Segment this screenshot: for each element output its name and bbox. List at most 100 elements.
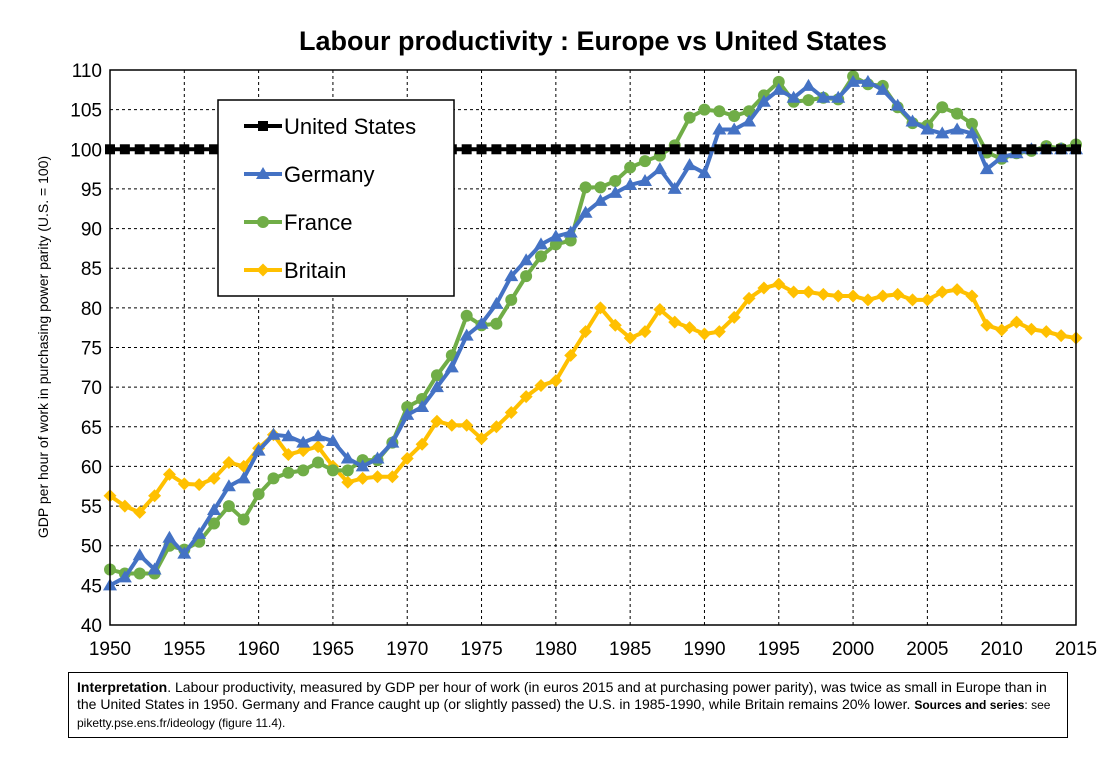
y-tick-label: 80	[81, 299, 102, 320]
data-point	[1011, 144, 1022, 155]
series-line	[108, 281, 1077, 515]
data-point	[429, 380, 444, 393]
sources-text: : see piketty.pse.ens.fr/ideology (figur…	[77, 698, 1051, 730]
data-point	[533, 237, 548, 250]
data-point	[461, 144, 472, 155]
data-point	[207, 503, 222, 516]
x-tick-label: 1965	[312, 639, 354, 660]
data-point	[222, 500, 235, 513]
data-point	[162, 530, 177, 543]
data-point	[594, 181, 607, 194]
data-point	[192, 478, 206, 492]
data-point	[311, 440, 325, 454]
data-point	[654, 144, 665, 155]
data-point	[860, 74, 875, 87]
data-point	[964, 126, 979, 139]
x-tick-label: 1980	[535, 639, 577, 660]
data-point	[965, 289, 979, 303]
data-point	[922, 144, 933, 155]
data-point	[818, 144, 829, 155]
data-point	[593, 193, 608, 206]
x-axis-ticks: 1950 1955 1960 1965 1970 1975 1980 1985 1990 1995…	[89, 639, 1097, 660]
data-point	[668, 315, 682, 329]
data-point	[1054, 329, 1068, 343]
data-point	[697, 166, 712, 179]
data-point	[207, 471, 221, 485]
data-point	[430, 414, 444, 428]
y-tick-label: 75	[81, 339, 102, 360]
data-point	[610, 144, 621, 155]
data-point	[564, 348, 578, 362]
data-point	[221, 479, 236, 492]
data-point	[430, 369, 443, 382]
data-point	[728, 109, 741, 122]
data-point	[209, 144, 220, 155]
plot-area-frame	[109, 69, 1077, 626]
data-point	[179, 144, 190, 155]
legend-item: Britain	[244, 258, 346, 283]
data-point	[816, 90, 831, 103]
legend-label: Germany	[284, 162, 374, 187]
data-point	[340, 451, 355, 464]
data-point	[609, 175, 622, 187]
data-point	[890, 98, 905, 111]
data-point	[788, 144, 799, 155]
legend: United States Germany France Britain	[217, 99, 455, 297]
data-point	[341, 464, 354, 477]
data-point	[132, 548, 147, 561]
data-point	[490, 317, 503, 330]
data-point	[802, 94, 815, 107]
data-point	[624, 161, 637, 174]
x-tick-label: 1960	[237, 639, 279, 660]
data-point	[296, 435, 311, 448]
data-point	[831, 90, 846, 103]
data-point	[267, 472, 280, 485]
legend-item: United States	[244, 114, 416, 139]
data-point	[256, 263, 270, 277]
y-tick-label: 95	[81, 180, 102, 201]
y-tick-label: 70	[81, 378, 102, 399]
y-tick-label: 100	[70, 140, 102, 161]
data-point	[907, 144, 918, 155]
data-point	[593, 301, 607, 315]
data-point	[786, 90, 801, 103]
data-point	[623, 177, 638, 190]
data-point	[415, 399, 430, 412]
data-point	[177, 546, 192, 559]
data-point	[371, 470, 385, 484]
data-point	[565, 144, 576, 155]
data-point	[476, 144, 487, 155]
data-point	[787, 285, 801, 299]
data-point	[326, 464, 339, 477]
data-point	[996, 144, 1007, 155]
data-point	[548, 229, 563, 242]
legend-label: Britain	[284, 258, 346, 283]
data-point	[684, 144, 695, 155]
data-point	[638, 174, 653, 186]
data-point	[714, 144, 725, 155]
data-point	[1026, 144, 1037, 155]
data-point	[848, 144, 859, 155]
data-point	[757, 281, 771, 295]
data-point	[534, 250, 547, 263]
x-tick-label: 1950	[89, 639, 131, 660]
y-tick-label: 60	[81, 457, 102, 478]
data-point	[256, 167, 270, 179]
interpretation-text: . Labour productivity, measured by GDP p…	[77, 679, 1047, 712]
data-point	[579, 325, 593, 339]
data-point	[164, 144, 175, 155]
data-point	[1039, 325, 1053, 339]
data-point	[311, 429, 326, 442]
data-point	[1024, 322, 1038, 336]
data-point	[579, 181, 592, 194]
data-point	[297, 464, 310, 477]
legend-item: Germany	[244, 162, 374, 187]
data-point	[846, 289, 860, 303]
data-point	[756, 94, 771, 107]
data-point	[370, 451, 385, 464]
data-point	[816, 287, 830, 301]
data-point	[712, 122, 727, 135]
data-point	[772, 277, 786, 291]
data-point	[935, 285, 949, 299]
data-point	[995, 323, 1009, 337]
